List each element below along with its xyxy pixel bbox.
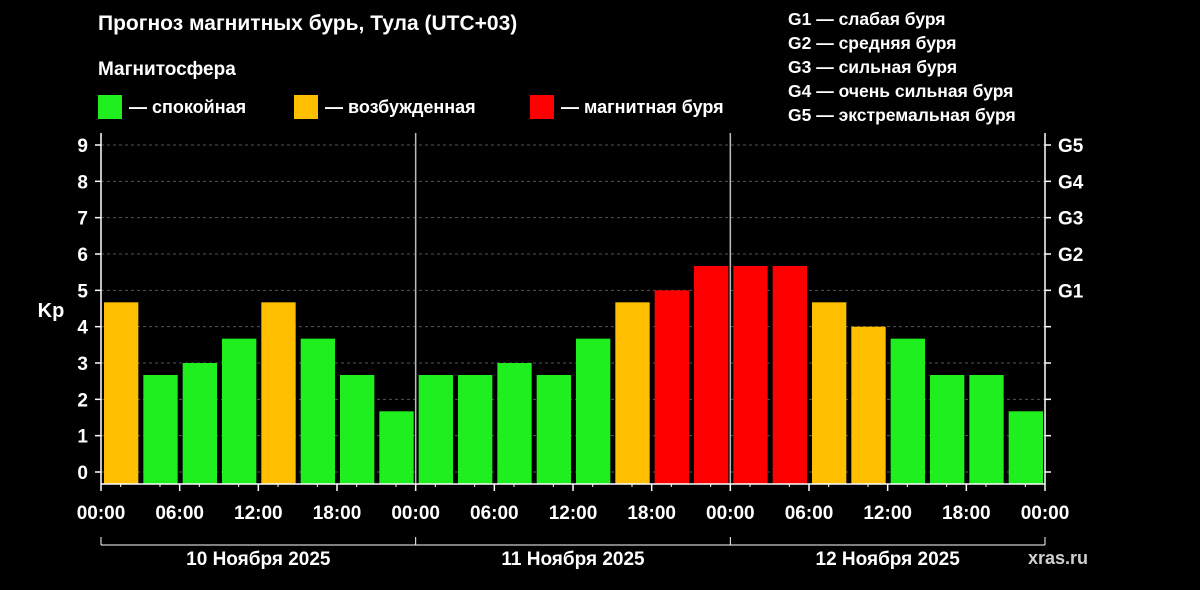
y-tick-label: 1 [77, 427, 88, 448]
g-legend-item: G1 — слабая буря [788, 9, 946, 29]
kp-bar [222, 338, 257, 484]
chart-title: Прогноз магнитных бурь, Тула (UTC+03) [98, 12, 518, 35]
kp-bar [654, 290, 689, 484]
legend-storm: — магнитная буря [530, 94, 724, 120]
x-tick-label: 12:00 [549, 503, 598, 524]
legend-excited-swatch [294, 95, 318, 119]
x-tick-label: 18:00 [627, 503, 676, 524]
x-tick-label: 18:00 [942, 503, 991, 524]
kp-bar [300, 338, 335, 484]
kp-bar [969, 374, 1004, 484]
legend-excited-label: — возбужденная [325, 96, 476, 117]
kp-bar [576, 338, 611, 484]
g-tick-label: G2 [1058, 245, 1083, 266]
g-scale-legend: G1 — слабая буря G2 — средняя буря G3 — … [788, 7, 1016, 127]
y-tick-label: 4 [77, 318, 88, 339]
kp-bar [1008, 411, 1043, 484]
y-tick-label: 9 [77, 136, 88, 157]
x-tick-label: 18:00 [313, 503, 362, 524]
legend-storm-swatch [530, 95, 554, 119]
kp-bar [261, 302, 296, 484]
g-legend-item: G4 — очень сильная буря [788, 81, 1014, 101]
kp-bar [143, 374, 178, 484]
kp-bar [458, 374, 493, 484]
g-legend-item: G2 — средняя буря [788, 33, 957, 53]
day-label: 12 Ноября 2025 [816, 549, 961, 570]
site-watermark: xras.ru [1028, 548, 1089, 568]
legend-quiet: — спокойная [98, 94, 246, 120]
kp-bar [930, 374, 965, 484]
x-tick-label: 06:00 [470, 503, 519, 524]
kp-bar [536, 374, 571, 484]
x-tick-label: 06:00 [785, 503, 834, 524]
kp-bar [104, 302, 139, 484]
x-tick-label: 06:00 [155, 503, 204, 524]
g-legend-item: G3 — сильная буря [788, 57, 958, 77]
g-tick-label: G4 [1058, 172, 1084, 193]
legend-quiet-swatch [98, 95, 122, 119]
g-tick-label: G1 [1058, 281, 1084, 302]
magnetosphere-label: Магнитосфера [98, 59, 236, 80]
kp-bar [851, 326, 886, 484]
kp-bar [615, 302, 650, 484]
legend-quiet-label: — спокойная [129, 96, 247, 117]
kp-bar [812, 302, 847, 484]
y-axis-title: Kp [38, 300, 65, 322]
kp-bar [340, 374, 375, 484]
x-tick-label: 00:00 [77, 503, 126, 524]
kp-bar [182, 363, 217, 484]
kp-bar [733, 265, 768, 484]
day-label: 11 Ноября 2025 [501, 549, 645, 570]
legend-excited: — возбужденная [294, 94, 476, 120]
y-tick-label: 2 [77, 390, 88, 411]
kp-bar [694, 265, 729, 484]
y-tick-label: 7 [77, 209, 88, 230]
y-tick-label: 6 [77, 245, 88, 266]
y-tick-label: 3 [77, 354, 88, 375]
x-tick-label: 00:00 [706, 503, 755, 524]
x-tick-label: 00:00 [1021, 503, 1070, 524]
kp-bar [418, 374, 453, 484]
x-tick-label: 12:00 [863, 503, 912, 524]
g-tick-label: G3 [1058, 209, 1083, 230]
g-legend-item: G5 — экстремальная буря [788, 105, 1016, 125]
y-tick-label: 8 [77, 172, 88, 193]
kp-bar [890, 338, 925, 484]
kp-bar [497, 363, 532, 484]
g-tick-label: G5 [1058, 136, 1084, 157]
x-tick-label: 12:00 [234, 503, 283, 524]
y-tick-label: 0 [77, 463, 88, 484]
y-tick-label: 5 [77, 281, 88, 302]
kp-bar [379, 411, 414, 484]
x-tick-label: 00:00 [391, 503, 440, 524]
day-label: 10 Ноября 2025 [186, 549, 331, 570]
kp-bar [772, 265, 807, 484]
legend-storm-label: — магнитная буря [561, 96, 724, 117]
